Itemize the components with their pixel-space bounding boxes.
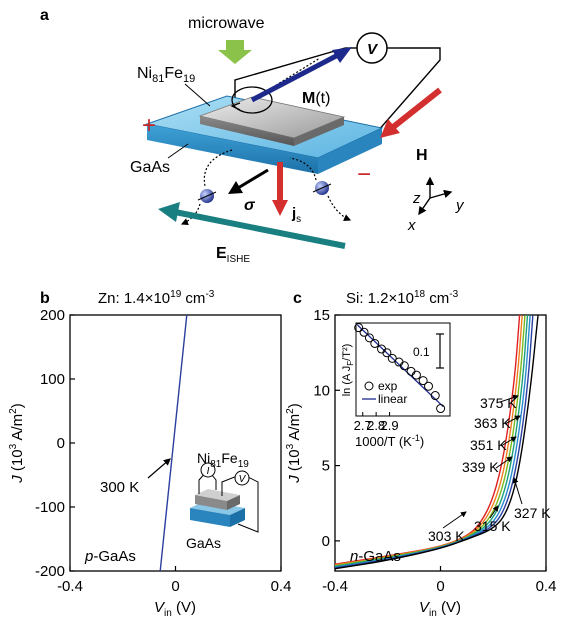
curve-label: 339 K — [462, 459, 499, 475]
device-schematic: I V Ni81Fe19 GaAs — [186, 450, 258, 551]
nife-label: Ni81Fe19 — [137, 65, 195, 85]
microwave-arrow — [218, 40, 252, 64]
y-tick-label: 15 — [313, 307, 330, 324]
panel-a-label: a — [40, 7, 49, 24]
curve-label: 303 K — [428, 528, 465, 544]
inset-scale-label: 0.1 — [413, 345, 430, 359]
gaas-label: GaAs — [130, 159, 170, 176]
minus-sign: − — [357, 161, 371, 188]
sigma-label: σ — [244, 197, 256, 214]
m-label: M(t) — [302, 90, 330, 107]
inset-x-label: 1000/T (K-1) — [355, 433, 424, 449]
electron-right-path — [328, 196, 350, 220]
axis-y — [430, 192, 451, 198]
y-tick-label: 200 — [40, 307, 65, 324]
device-gaas-label: GaAs — [186, 535, 221, 551]
inset: 2.72.82.9 ln (A JF/T²) 1000/T (K-1) 0.1 … — [341, 323, 450, 449]
js-label: js — [291, 205, 301, 225]
y-tick-label: 5 — [322, 458, 330, 475]
panel-c: c Si: 1.2×1018 cm-3 -0.4 0 0.4 15 10 5 0 J (10… — [285, 289, 556, 619]
curve-label: 327 K — [514, 505, 551, 521]
panel-c-title: Si: 1.2×1018 cm-3 — [346, 289, 459, 307]
inset-legend-linear: linear — [378, 392, 407, 406]
y-tick-label: 0 — [322, 533, 330, 550]
curve-label: 351 K — [470, 437, 507, 453]
temperature-annotation: 300 K — [100, 479, 139, 496]
x-tick-label: -0.4 — [57, 578, 83, 595]
y-tick-label: -200 — [35, 563, 65, 580]
circuit-wire — [370, 48, 440, 140]
x-axis-label: Vin (V) — [154, 599, 196, 619]
y-axis-label: J (103 A/m2) — [8, 403, 26, 484]
e-ishe-label: EISHE — [216, 245, 250, 265]
y-tick-label: 100 — [40, 371, 65, 388]
axis-x — [419, 198, 430, 214]
material-label: n-GaAs — [350, 548, 401, 565]
inset-legend-exp: exp — [378, 379, 398, 393]
sigma-arrow — [238, 170, 268, 188]
axis-z-label: z — [412, 190, 421, 207]
curve-label-arrow — [443, 512, 466, 528]
y-tick-label: 10 — [313, 382, 330, 399]
series-line — [160, 315, 187, 571]
js-arrowhead — [272, 200, 288, 216]
panel-c-label: c — [293, 290, 302, 307]
tick-group: -0.4 0 0.4 200 100 0 -100 -200 — [35, 307, 291, 595]
x-tick-label: 0.4 — [536, 578, 557, 595]
h-field-arrow — [392, 90, 440, 128]
curve-label: 315 K — [474, 518, 511, 534]
x-tick-label: 0 — [436, 578, 444, 595]
microwave-label: microwave — [188, 15, 265, 32]
curve-label-arrow — [514, 478, 522, 504]
inset-y-label: ln (A JF/T²) — [341, 344, 355, 397]
x-tick-label: -0.4 — [322, 578, 348, 595]
e-ishe-arrow — [175, 212, 345, 246]
e-ishe-arrowhead — [158, 202, 180, 222]
plot-area — [160, 315, 187, 571]
x-axis-label: Vin (V) — [419, 599, 461, 619]
axis-y-label: y — [455, 197, 465, 214]
device-i-label: I — [207, 466, 210, 477]
panel-b-title: Zn: 1.4×1019 cm-3 — [98, 289, 215, 307]
curve-label: 363 K — [474, 415, 511, 431]
plot-frame — [70, 315, 281, 571]
inset-legend-marker — [365, 382, 373, 390]
axis-x-label: x — [407, 217, 416, 234]
plus-sign: + — [142, 112, 156, 139]
material-label: p-GaAs — [84, 548, 136, 565]
inset-x-tick-label: 2.9 — [381, 418, 399, 433]
nife-leader — [185, 84, 210, 106]
panel-b-label: b — [40, 290, 50, 307]
h-label: H — [416, 147, 428, 164]
y-tick-label: 0 — [57, 435, 65, 452]
panel-a: a V microwave M(t) Ni81Fe19 + − Ga — [40, 7, 465, 265]
annotation-arrow — [148, 459, 170, 478]
x-tick-label: 0 — [171, 578, 179, 595]
curve-label: 375 K — [480, 395, 517, 411]
panel-b: b Zn: 1.4×1019 cm-3 -0.4 0 0.42001000-100-… — [8, 289, 291, 619]
y-axis-label: J (103 A/m2) — [285, 403, 303, 484]
y-tick-label: -100 — [35, 499, 65, 516]
curve-labels: 375 K 363 K 351 K 339 K 327 K315 K 303 K — [428, 395, 551, 544]
x-tick-label: 0.4 — [271, 578, 292, 595]
